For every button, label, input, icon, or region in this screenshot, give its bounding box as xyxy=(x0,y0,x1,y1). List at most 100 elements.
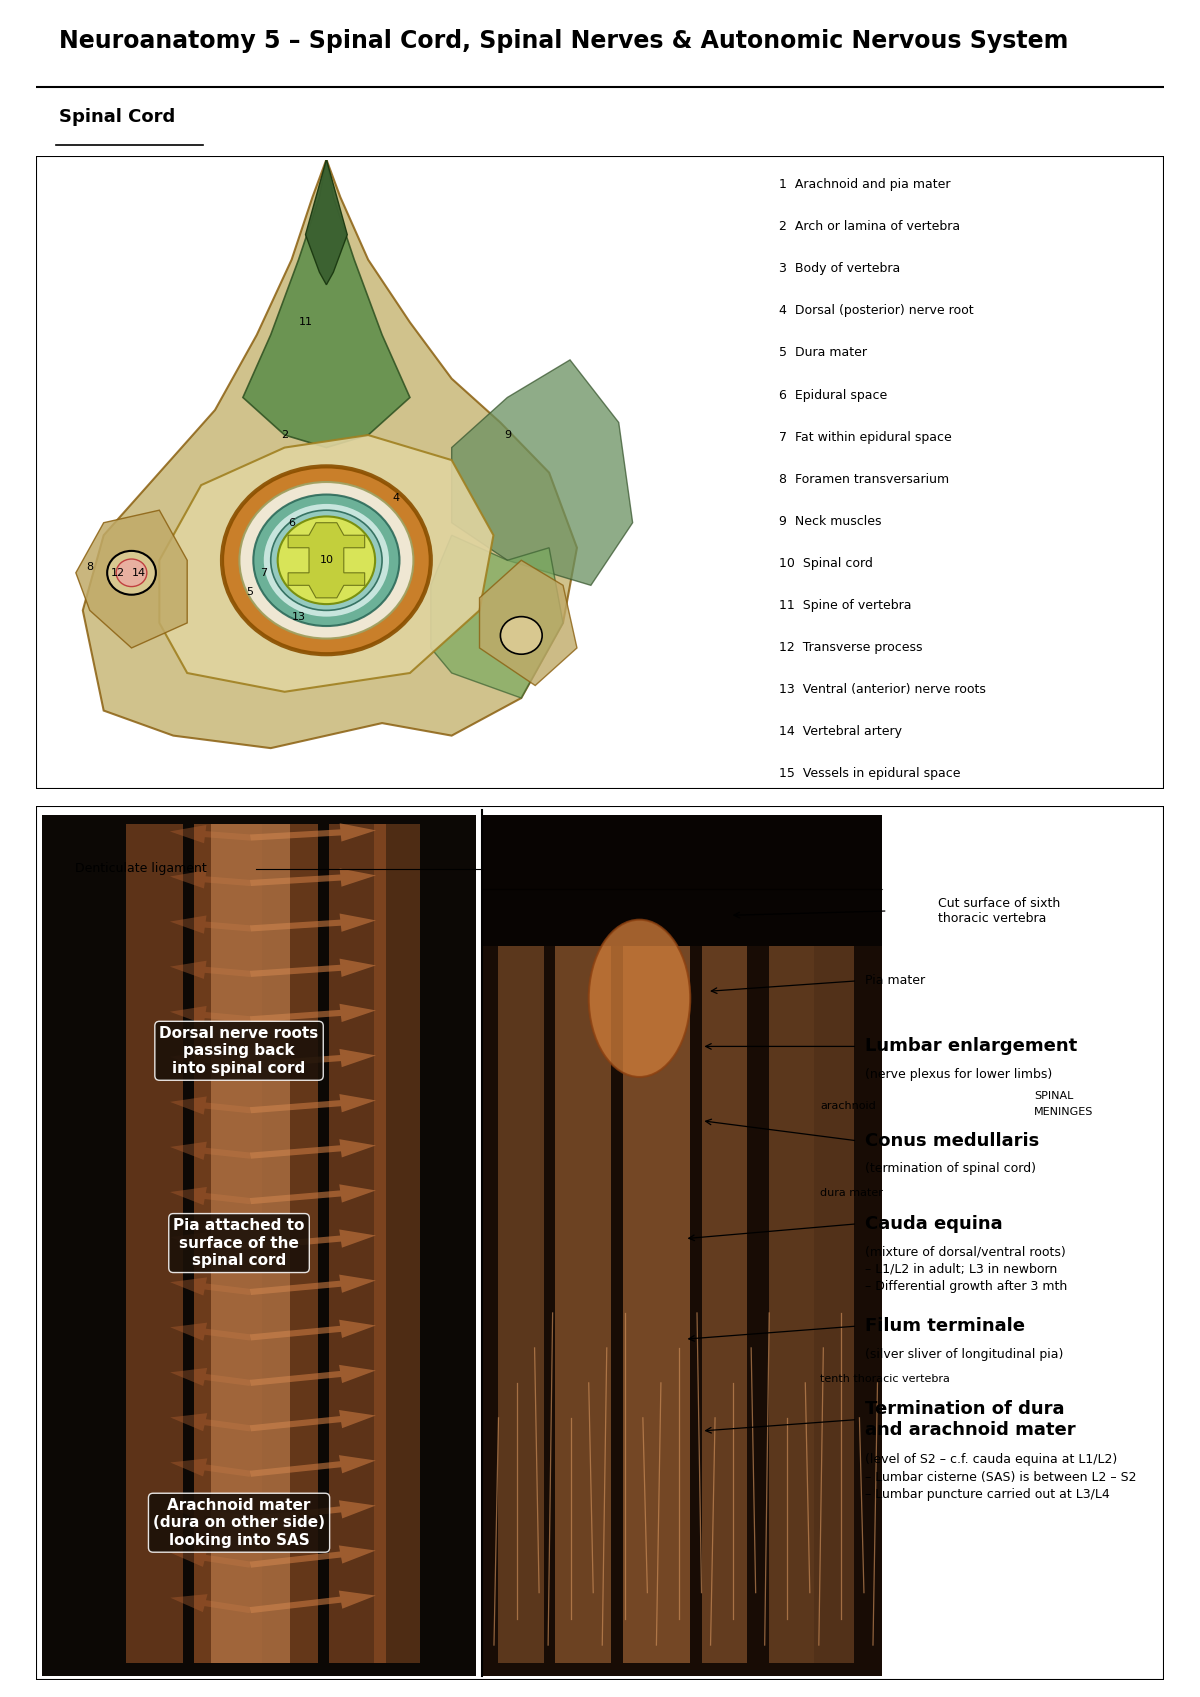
Point xyxy=(762,1303,776,1324)
Point xyxy=(586,1582,600,1602)
FancyArrow shape xyxy=(170,1186,251,1205)
FancyArrow shape xyxy=(250,1320,376,1341)
Text: 5  Dura mater: 5 Dura mater xyxy=(779,346,866,360)
Ellipse shape xyxy=(589,920,690,1078)
Polygon shape xyxy=(242,160,410,448)
Text: arachnoid: arachnoid xyxy=(820,1101,876,1112)
Point xyxy=(672,1609,686,1629)
Point xyxy=(803,1582,817,1602)
Text: – Differential growth after 3 mth: – Differential growth after 3 mth xyxy=(865,1280,1067,1293)
FancyArrow shape xyxy=(250,869,376,886)
Text: SPINAL: SPINAL xyxy=(1034,1091,1074,1101)
Polygon shape xyxy=(160,434,493,692)
Point xyxy=(654,1373,668,1393)
Text: 15  Vessels in epidural space: 15 Vessels in epidural space xyxy=(779,767,960,781)
Text: 2  Arch or lamina of vertebra: 2 Arch or lamina of vertebra xyxy=(779,221,960,234)
Text: tenth thoracic vertebra: tenth thoracic vertebra xyxy=(820,1373,950,1383)
FancyArrow shape xyxy=(170,1232,251,1251)
Bar xyxy=(769,945,815,1663)
FancyArrow shape xyxy=(170,825,251,843)
Point xyxy=(595,1634,610,1655)
Point xyxy=(487,1634,502,1655)
FancyArrow shape xyxy=(170,871,251,889)
Text: Cauda equina: Cauda equina xyxy=(865,1215,1003,1232)
Text: Arachnoid mater
(dura on other side)
looking into SAS: Arachnoid mater (dura on other side) loo… xyxy=(154,1498,325,1548)
Line: 2 pts: 2 pts xyxy=(494,1417,498,1644)
FancyArrow shape xyxy=(170,1368,251,1386)
Bar xyxy=(194,823,262,1663)
Text: Neuroanatomy 5 – Spinal Cord, Spinal Nerves & Autonomic Nervous System: Neuroanatomy 5 – Spinal Cord, Spinal Ner… xyxy=(59,29,1068,53)
Text: Lumbar enlargement: Lumbar enlargement xyxy=(865,1037,1078,1056)
Point xyxy=(708,1407,722,1427)
Text: 3  Body of vertebra: 3 Body of vertebra xyxy=(779,263,900,275)
Text: – Lumbar cisterne (SAS) is between L2 – S2: – Lumbar cisterne (SAS) is between L2 – … xyxy=(865,1471,1136,1483)
Point xyxy=(532,1582,546,1602)
Point xyxy=(834,1303,848,1324)
FancyArrow shape xyxy=(250,1546,376,1568)
Bar xyxy=(262,823,318,1663)
Text: 9  Neck muscles: 9 Neck muscles xyxy=(779,514,881,528)
Point xyxy=(834,1609,848,1629)
Text: 7: 7 xyxy=(260,568,268,577)
Bar xyxy=(211,823,290,1663)
Text: 13  Ventral (anterior) nerve roots: 13 Ventral (anterior) nerve roots xyxy=(779,682,985,696)
Text: (silver sliver of longitudinal pia): (silver sliver of longitudinal pia) xyxy=(865,1347,1063,1361)
Bar xyxy=(329,823,385,1663)
Line: 2 pts: 2 pts xyxy=(602,1347,607,1644)
Point xyxy=(749,1582,763,1602)
Line: 2 pts: 2 pts xyxy=(548,1313,553,1644)
Text: 8: 8 xyxy=(86,562,94,572)
Point xyxy=(491,1407,505,1427)
FancyArrow shape xyxy=(250,913,376,932)
Point xyxy=(618,1303,632,1324)
Point xyxy=(672,1337,686,1358)
FancyArrow shape xyxy=(170,1096,251,1115)
Line: 2 pts: 2 pts xyxy=(710,1417,715,1644)
Polygon shape xyxy=(306,160,347,285)
Circle shape xyxy=(271,511,382,611)
Point xyxy=(865,1634,880,1655)
Text: 8  Foramen transversarium: 8 Foramen transversarium xyxy=(779,472,949,485)
Point xyxy=(564,1609,578,1629)
Point xyxy=(870,1373,884,1393)
Line: 2 pts: 2 pts xyxy=(697,1313,702,1592)
Point xyxy=(690,1303,704,1324)
Point xyxy=(726,1373,740,1393)
Point xyxy=(541,1634,556,1655)
Text: 2: 2 xyxy=(281,429,288,440)
Text: (termination of spinal cord): (termination of spinal cord) xyxy=(865,1162,1036,1176)
Text: Termination of dura
and arachnoid mater: Termination of dura and arachnoid mater xyxy=(865,1400,1075,1439)
Point xyxy=(527,1337,541,1358)
Line: 2 pts: 2 pts xyxy=(656,1383,661,1644)
Text: Filum terminale: Filum terminale xyxy=(865,1317,1025,1336)
Circle shape xyxy=(253,494,400,626)
Bar xyxy=(498,945,544,1663)
Bar xyxy=(815,945,854,1663)
Text: Pia mater: Pia mater xyxy=(865,974,925,988)
Text: (nerve plexus for lower limbs): (nerve plexus for lower limbs) xyxy=(865,1067,1052,1081)
Point xyxy=(852,1407,866,1427)
Text: Denticulate ligament: Denticulate ligament xyxy=(76,862,208,876)
Point xyxy=(780,1407,794,1427)
FancyArrow shape xyxy=(250,1454,376,1476)
Bar xyxy=(481,815,882,1675)
Text: 6  Epidural space: 6 Epidural space xyxy=(779,389,887,402)
Circle shape xyxy=(264,504,389,616)
Line: 2 pts: 2 pts xyxy=(859,1417,864,1592)
Bar xyxy=(554,945,611,1663)
Text: 5: 5 xyxy=(246,587,253,597)
Circle shape xyxy=(107,552,156,594)
FancyArrow shape xyxy=(170,1142,251,1159)
Polygon shape xyxy=(480,560,577,686)
Bar xyxy=(481,815,882,945)
Text: 10  Spinal cord: 10 Spinal cord xyxy=(779,557,872,570)
Text: MENINGES: MENINGES xyxy=(1034,1106,1093,1117)
FancyArrow shape xyxy=(250,1185,376,1205)
Point xyxy=(546,1303,560,1324)
Point xyxy=(640,1582,654,1602)
FancyArrow shape xyxy=(170,1006,251,1025)
Line: 2 pts: 2 pts xyxy=(751,1347,756,1592)
FancyArrow shape xyxy=(250,1049,376,1067)
Point xyxy=(816,1337,830,1358)
Text: 12  Transverse process: 12 Transverse process xyxy=(779,641,922,653)
